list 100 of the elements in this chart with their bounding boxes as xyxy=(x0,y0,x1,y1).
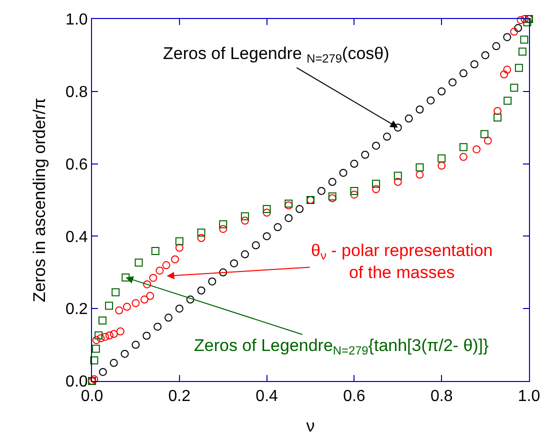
point xyxy=(284,214,293,222)
point xyxy=(520,15,529,23)
point xyxy=(120,350,129,358)
point xyxy=(134,258,143,267)
point xyxy=(98,368,107,376)
x-tick-label: 1.0 xyxy=(518,388,540,406)
x-tick-label: 0.6 xyxy=(343,388,366,406)
point xyxy=(510,28,518,36)
point xyxy=(112,288,120,296)
point xyxy=(372,180,380,188)
point xyxy=(164,314,172,322)
point xyxy=(510,84,518,92)
y-tick-label: 0.8 xyxy=(66,84,88,101)
point xyxy=(503,33,512,42)
point xyxy=(350,190,358,199)
point xyxy=(500,70,508,78)
y-tick-label: 1.0 xyxy=(66,12,88,29)
point xyxy=(472,145,481,154)
point xyxy=(110,330,118,338)
point xyxy=(394,178,402,186)
point xyxy=(459,143,468,152)
x-tick-label: 0.2 xyxy=(168,388,191,406)
point xyxy=(219,268,228,276)
point xyxy=(361,150,370,159)
point xyxy=(426,96,435,104)
point xyxy=(372,142,380,150)
point xyxy=(230,259,238,268)
x-tick-label: 0.0 xyxy=(80,388,104,406)
point xyxy=(92,344,100,353)
point xyxy=(394,172,402,180)
point xyxy=(481,51,490,60)
point xyxy=(175,237,184,246)
point xyxy=(416,170,424,179)
point xyxy=(149,274,158,282)
point xyxy=(404,114,413,123)
point xyxy=(470,60,478,68)
point xyxy=(438,87,446,96)
point xyxy=(175,304,184,313)
point xyxy=(328,178,336,186)
x-axis-title: ν xyxy=(306,416,315,436)
point xyxy=(105,331,114,340)
point xyxy=(96,334,105,342)
point xyxy=(122,302,131,311)
point xyxy=(240,250,249,258)
point xyxy=(494,113,502,122)
x-tick-label: 0.8 xyxy=(430,388,453,406)
y-tick-label: 0.2 xyxy=(66,301,88,318)
point xyxy=(523,18,532,26)
point xyxy=(484,136,492,145)
point xyxy=(90,375,98,384)
point xyxy=(382,132,391,141)
point xyxy=(197,228,206,237)
point xyxy=(372,185,380,194)
y-axis-title: Zeros in ascending order/π xyxy=(30,98,50,302)
point xyxy=(317,186,326,195)
annotation: Zeros of Legendre$_{N=279}${tanh[3(π/2- θ)]} xyxy=(194,336,490,358)
point xyxy=(92,336,100,344)
point xyxy=(240,216,249,225)
point xyxy=(151,247,160,256)
point xyxy=(416,106,424,114)
point xyxy=(459,152,468,161)
point xyxy=(122,273,130,282)
point xyxy=(132,299,140,308)
y-tick-label: 0.6 xyxy=(66,156,88,174)
point xyxy=(339,168,348,177)
point xyxy=(296,205,304,214)
point xyxy=(350,186,358,195)
point xyxy=(171,255,180,264)
point xyxy=(175,244,184,252)
point xyxy=(350,160,358,168)
point xyxy=(186,296,194,304)
point xyxy=(503,66,512,74)
annotation: θ$_{ν}$ - polar representation of the masses xyxy=(311,241,493,282)
point xyxy=(90,356,98,364)
point xyxy=(101,332,110,341)
y-tick-label: 0.4 xyxy=(66,228,88,246)
point xyxy=(105,302,114,310)
point xyxy=(115,306,124,314)
point xyxy=(514,64,523,72)
annotation: Zeros of Legendre $_{N=279}$(cosθ) xyxy=(163,44,390,66)
point xyxy=(240,212,249,220)
point xyxy=(219,220,228,228)
point xyxy=(492,42,500,50)
point xyxy=(438,162,446,170)
point xyxy=(262,208,271,217)
x-tick-label: 0.4 xyxy=(256,388,278,406)
y-tick-label: 0.0 xyxy=(66,374,88,391)
point xyxy=(146,292,154,300)
point xyxy=(438,154,446,162)
point xyxy=(140,296,148,304)
point xyxy=(197,234,206,242)
point xyxy=(197,286,206,294)
point xyxy=(514,24,522,32)
point xyxy=(459,69,468,78)
point xyxy=(448,78,457,86)
point xyxy=(162,261,170,270)
point xyxy=(252,241,260,250)
point xyxy=(208,277,216,286)
point xyxy=(142,332,151,340)
point xyxy=(132,340,140,349)
